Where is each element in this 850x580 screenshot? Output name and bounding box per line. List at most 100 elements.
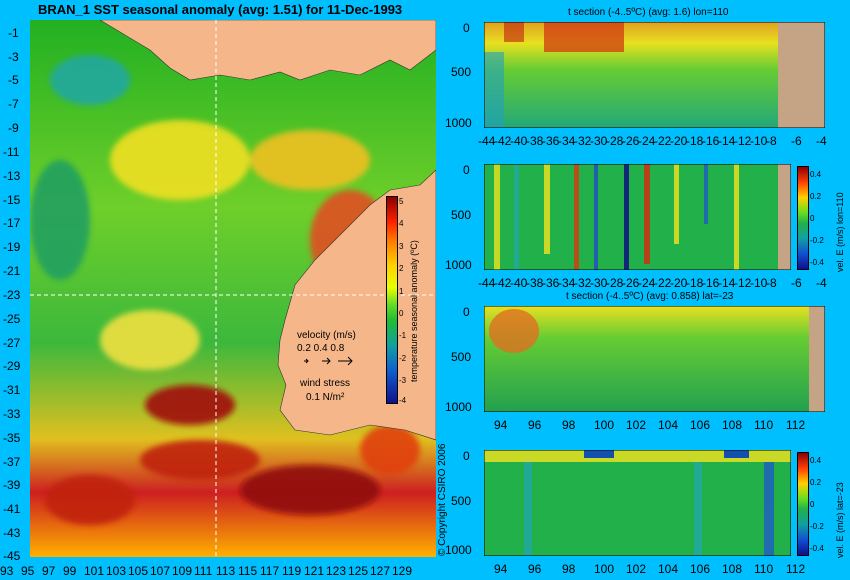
map-x-tick: 109 bbox=[172, 564, 193, 578]
panel2-colorbar bbox=[797, 166, 809, 270]
panel1-x-tick: -18 bbox=[686, 134, 704, 148]
panel1-x-tick: -10 bbox=[750, 134, 768, 148]
map-y-tick: -7 bbox=[8, 97, 19, 111]
colorbar-tick: -2 bbox=[399, 354, 407, 363]
panel2-x-tick: -40 bbox=[510, 276, 528, 290]
panel4-x-tick: 108 bbox=[722, 562, 743, 576]
map-land-north bbox=[99, 20, 436, 81]
panel4-colorbar bbox=[797, 452, 809, 556]
panel2-y-tick: 500 bbox=[451, 208, 472, 222]
velocity-scale: 0.2 0.4 0.8 bbox=[297, 343, 345, 354]
panel2-cb-tick: -0.4 bbox=[810, 258, 824, 267]
colorbar-tick: -1 bbox=[399, 331, 407, 340]
panel1-x-tick: -32 bbox=[574, 134, 592, 148]
map-y-tick: -43 bbox=[3, 526, 21, 540]
panel2-x-tick: -32 bbox=[574, 276, 592, 290]
panel4-y-tick: 500 bbox=[451, 494, 472, 508]
map-x-tick: 119 bbox=[282, 564, 302, 578]
panel3-x-tick: 106 bbox=[690, 418, 711, 432]
map-x-tick: 125 bbox=[348, 564, 369, 578]
panel1-title: t section (-4..5ºC) (avg: 1.6) lon=110 bbox=[568, 7, 729, 18]
colorbar-tick: -4 bbox=[399, 396, 407, 405]
panel2-cb-tick: 0 bbox=[810, 214, 815, 223]
panel4-x-tick: 104 bbox=[658, 562, 679, 576]
panel2-x-axis: -44 -42 -40 -38 -36 -34 -32 -30 -28 -26 … bbox=[478, 276, 838, 290]
panel4-y-tick: 1000 bbox=[445, 543, 472, 557]
panel1-plot bbox=[484, 22, 825, 128]
panel4-cb-tick: 0.2 bbox=[810, 478, 822, 487]
panel4-x-axis: 94 96 98 100 102 104 106 108 110 112 bbox=[490, 562, 830, 576]
map-y-tick: -45 bbox=[3, 549, 21, 563]
map-y-tick: -39 bbox=[3, 478, 21, 492]
panel2-x-tick: -20 bbox=[670, 276, 688, 290]
panel2-x-tick: -34 bbox=[558, 276, 576, 290]
panel3-x-tick: 96 bbox=[528, 418, 542, 432]
panel3-x-tick: 110 bbox=[754, 418, 774, 432]
velocity-arrows bbox=[304, 356, 353, 366]
map-y-tick: -9 bbox=[8, 121, 19, 135]
panel1-x-tick: -20 bbox=[670, 134, 688, 148]
panel2-colorbar-label: vel. E (m/s) lon=110 bbox=[835, 192, 845, 272]
velocity-label: velocity (m/s) bbox=[297, 330, 356, 341]
panel2-x-tick: -44 bbox=[478, 276, 496, 290]
map-x-tick: 127 bbox=[370, 564, 391, 578]
panel3-x-tick: 94 bbox=[494, 418, 508, 432]
map-y-tick: -17 bbox=[3, 216, 21, 230]
map-y-tick: -19 bbox=[3, 240, 21, 254]
map-y-tick: -33 bbox=[3, 407, 21, 421]
panel3-x-tick: 102 bbox=[626, 418, 647, 432]
panel1-y-tick: 1000 bbox=[445, 116, 472, 130]
panel1-x-tick: -14 bbox=[718, 134, 736, 148]
panel1-x-tick: -24 bbox=[638, 134, 656, 148]
panel3-x-tick: 104 bbox=[658, 418, 679, 432]
panel1-x-tick: -16 bbox=[702, 134, 720, 148]
colorbar-tick: 4 bbox=[399, 219, 404, 228]
panel1-x-tick: -40 bbox=[510, 134, 528, 148]
panel2-x-tick: -18 bbox=[686, 276, 704, 290]
panel2-x-tick: -42 bbox=[494, 276, 512, 290]
panel3-x-axis: 94 96 98 100 102 104 106 108 110 112 bbox=[490, 418, 830, 432]
panel4-cb-tick: 0.4 bbox=[810, 456, 822, 465]
map-y-tick: -5 bbox=[8, 73, 19, 87]
panel2-plot bbox=[484, 164, 791, 270]
panel4-colorbar-label: vel. E (m/s) lat=-23 bbox=[835, 482, 845, 558]
map-y-tick: -29 bbox=[3, 359, 21, 373]
panel2-x-tick: -22 bbox=[654, 276, 672, 290]
map-y-tick: -13 bbox=[3, 169, 21, 183]
panel1-x-tick: -4 bbox=[816, 134, 827, 148]
panel4-y-tick: 0 bbox=[463, 449, 470, 463]
map-y-tick: -23 bbox=[3, 288, 21, 302]
map-y-tick: -27 bbox=[3, 336, 21, 350]
map-y-tick: -3 bbox=[8, 50, 19, 64]
colorbar-tick: 3 bbox=[399, 242, 404, 251]
panel2-x-tick: -10 bbox=[750, 276, 768, 290]
panel1-x-tick: -30 bbox=[590, 134, 608, 148]
panel4-cb-tick: 0 bbox=[810, 500, 815, 509]
map-y-tick: -37 bbox=[3, 455, 21, 469]
map-x-tick: 129 bbox=[392, 564, 413, 578]
panel1-x-axis: -44 -42 -40 -38 -36 -34 -32 -30 -28 -26 … bbox=[478, 134, 838, 148]
panel4-x-tick: 96 bbox=[528, 562, 542, 576]
panel2-x-tick: -24 bbox=[638, 276, 656, 290]
map-colorbar-label: temperature seasonal anomaly (ºC) bbox=[409, 240, 419, 382]
panel3-plot bbox=[484, 306, 825, 412]
panel1-x-tick: -8 bbox=[766, 134, 777, 148]
panel2-x-tick: -16 bbox=[702, 276, 720, 290]
panel3-x-tick: 108 bbox=[722, 418, 743, 432]
map-y-tick: -31 bbox=[3, 383, 21, 397]
map-x-tick: 121 bbox=[304, 564, 325, 578]
panel4-x-tick: 112 bbox=[786, 562, 806, 576]
map-x-tick: 115 bbox=[238, 564, 258, 578]
map-x-tick: 97 bbox=[42, 564, 56, 578]
panel4-x-tick: 98 bbox=[562, 562, 576, 576]
panel1-x-tick: -28 bbox=[606, 134, 624, 148]
panel2-x-tick: -36 bbox=[542, 276, 560, 290]
panel2-x-tick: -12 bbox=[734, 276, 752, 290]
panel1-y-tick: 500 bbox=[451, 65, 472, 79]
colorbar-tick: 0 bbox=[399, 309, 404, 318]
panel3-x-tick: 100 bbox=[594, 418, 615, 432]
map-y-tick: -1 bbox=[8, 26, 19, 40]
map-y-tick: -41 bbox=[3, 502, 21, 516]
map-x-tick: 103 bbox=[106, 564, 127, 578]
map-y-tick: -21 bbox=[3, 264, 21, 278]
